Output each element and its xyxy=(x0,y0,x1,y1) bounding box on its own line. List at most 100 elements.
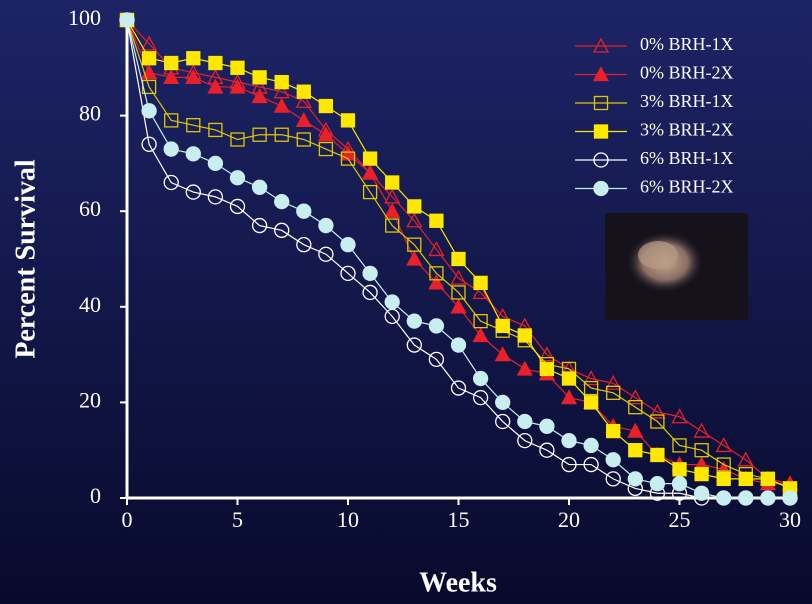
marker xyxy=(141,79,157,95)
marker xyxy=(782,490,798,506)
marker xyxy=(628,400,643,415)
marker xyxy=(185,146,201,162)
marker xyxy=(207,155,224,172)
marker xyxy=(693,422,710,438)
marker xyxy=(428,351,445,368)
marker xyxy=(716,490,732,506)
marker xyxy=(671,408,688,424)
marker xyxy=(406,250,423,266)
marker xyxy=(406,313,422,329)
marker xyxy=(385,218,400,233)
x-axis-label: Weeks xyxy=(419,567,497,598)
marker xyxy=(429,266,444,281)
marker xyxy=(185,184,201,200)
marker xyxy=(605,471,621,487)
marker xyxy=(737,451,754,467)
marker xyxy=(230,132,245,147)
marker xyxy=(164,113,179,128)
marker xyxy=(451,251,466,267)
marker xyxy=(340,113,356,128)
marker xyxy=(516,360,533,376)
x-tick-label: 25 xyxy=(669,507,691,532)
series xyxy=(119,12,798,506)
marker xyxy=(164,55,179,71)
marker xyxy=(472,370,489,387)
marker xyxy=(428,318,445,334)
marker xyxy=(472,389,489,406)
marker xyxy=(517,413,533,430)
marker xyxy=(561,456,577,473)
marker xyxy=(295,92,312,108)
marker xyxy=(318,98,334,114)
marker xyxy=(186,51,201,66)
marker xyxy=(693,485,710,501)
marker xyxy=(495,394,511,411)
marker xyxy=(649,403,666,419)
marker xyxy=(229,198,246,215)
series xyxy=(119,12,798,496)
x-tick-label: 15 xyxy=(448,507,470,532)
marker xyxy=(450,269,467,285)
marker xyxy=(296,84,311,99)
legend-label: 3% BRH-2X xyxy=(640,120,734,140)
series-line xyxy=(126,19,790,499)
y-tick-label: 80 xyxy=(79,101,101,126)
marker xyxy=(251,88,268,104)
marker xyxy=(274,127,289,142)
marker xyxy=(384,294,400,310)
marker xyxy=(672,462,687,477)
x-tick-label: 5 xyxy=(232,507,243,532)
legend-label: 0% BRH-1X xyxy=(640,34,734,54)
y-tick-label: 100 xyxy=(68,5,101,30)
marker xyxy=(539,442,555,458)
marker xyxy=(274,193,290,210)
legend-label: 0% BRH-2X xyxy=(640,63,734,83)
marker xyxy=(606,385,621,400)
marker xyxy=(451,285,466,300)
marker xyxy=(362,151,378,166)
marker xyxy=(230,60,245,75)
marker xyxy=(517,432,533,449)
marker xyxy=(318,246,334,262)
marker xyxy=(429,213,444,228)
marker xyxy=(495,318,510,334)
marker xyxy=(252,127,267,142)
marker xyxy=(163,68,180,85)
marker xyxy=(406,212,423,228)
x-tick-label: 20 xyxy=(558,507,580,532)
marker xyxy=(340,265,356,281)
marker xyxy=(340,151,356,166)
marker xyxy=(671,476,688,492)
marker xyxy=(362,164,379,180)
marker xyxy=(362,284,378,301)
legend-marker xyxy=(593,124,609,139)
marker xyxy=(561,432,577,449)
marker xyxy=(208,122,223,138)
y-tick-label: 20 xyxy=(79,387,101,412)
marker xyxy=(694,443,709,458)
marker xyxy=(406,337,422,353)
marker xyxy=(207,189,224,205)
marker xyxy=(229,78,246,94)
legend-marker xyxy=(593,152,609,168)
marker xyxy=(715,437,732,453)
marker xyxy=(185,68,202,85)
marker xyxy=(119,12,135,28)
marker xyxy=(163,174,179,191)
marker xyxy=(450,298,467,314)
marker xyxy=(538,346,555,362)
marker xyxy=(650,447,665,463)
marker xyxy=(583,370,600,386)
marker xyxy=(561,371,577,386)
marker xyxy=(362,184,378,200)
marker xyxy=(318,141,334,157)
marker xyxy=(141,51,157,66)
marker xyxy=(362,265,378,281)
y-axis-label: Percent Survival xyxy=(10,159,41,359)
marker xyxy=(384,202,401,218)
marker xyxy=(296,132,311,147)
marker xyxy=(494,346,511,362)
marker xyxy=(672,438,687,453)
marker xyxy=(207,78,224,94)
